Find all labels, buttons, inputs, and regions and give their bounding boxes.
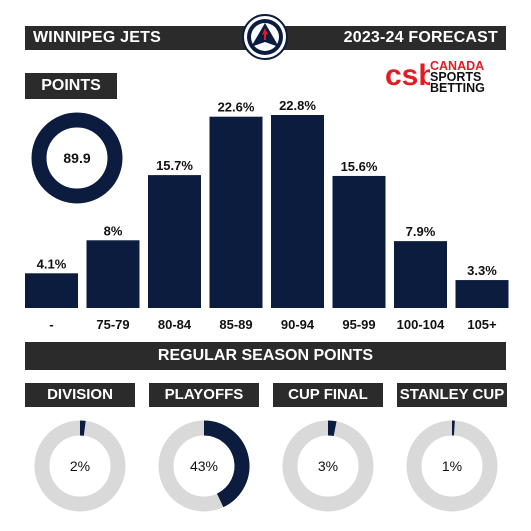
bar-2 bbox=[148, 175, 201, 308]
playoffs-ring-fill bbox=[203, 420, 250, 508]
category-label-4: 90-94 bbox=[281, 317, 315, 332]
bar-value-label-5: 15.6% bbox=[341, 159, 378, 174]
playoffs-label: PLAYOFFS bbox=[149, 383, 259, 407]
bar-value-label-6: 7.9% bbox=[406, 224, 436, 239]
division-donut: 2% bbox=[34, 420, 126, 512]
bar-value-label-4: 22.8% bbox=[279, 98, 316, 113]
category-label-5: 95-99 bbox=[342, 317, 375, 332]
category-label-6: 100-104 bbox=[397, 317, 445, 332]
projected-points-value: 89.9 bbox=[63, 150, 90, 166]
bar-value-label-2: 15.7% bbox=[156, 158, 193, 173]
brand-monogram-icon: csb bbox=[385, 59, 430, 92]
points-label: POINTS bbox=[25, 73, 117, 99]
stanley-cup-donut: 1% bbox=[406, 420, 498, 512]
bar-value-label-7: 3.3% bbox=[467, 263, 497, 278]
bar-3 bbox=[209, 116, 263, 308]
stanley-cup-label: STANLEY CUP bbox=[397, 383, 507, 407]
brand-line-2: SPORTS bbox=[430, 70, 482, 84]
brand-line-1: CANADA bbox=[430, 59, 485, 73]
division-label: DIVISION bbox=[25, 383, 135, 407]
cup-final-donut: 3% bbox=[282, 420, 374, 512]
winnipeg-jets-logo-icon bbox=[242, 14, 288, 60]
team-name: WINNIPEG JETS bbox=[33, 29, 161, 46]
brand-line-3: BETTING bbox=[430, 81, 485, 95]
projected-points-ring bbox=[31, 112, 123, 204]
bar-5 bbox=[332, 175, 386, 308]
brand-monogram: csb bbox=[385, 59, 430, 92]
bar-4 bbox=[271, 115, 324, 308]
category-label-2: 80-84 bbox=[158, 317, 192, 332]
bar-6 bbox=[394, 241, 447, 308]
playoffs-donut: 43% bbox=[158, 420, 250, 512]
x-axis-title: REGULAR SEASON POINTS bbox=[25, 342, 506, 370]
category-label-3: 85-89 bbox=[219, 317, 252, 332]
bar-1 bbox=[86, 240, 140, 308]
brand-logo: csb CANADA SPORTS BETTING bbox=[384, 57, 509, 95]
bar-0 bbox=[25, 273, 78, 308]
points-distribution-chart: 4.1% - 8% 75-79 15.7% 80-84 22.6% 85-89 22.8% 90-… bbox=[25, 98, 509, 332]
bar-value-label-1: 8% bbox=[104, 223, 123, 238]
projected-points-donut: 89.9 bbox=[31, 112, 123, 204]
category-label-1: 75-79 bbox=[96, 317, 129, 332]
playoffs-value: 43% bbox=[190, 458, 218, 474]
bar-value-label-3: 22.6% bbox=[218, 100, 255, 115]
category-label-0: - bbox=[49, 317, 53, 332]
category-label-7: 105+ bbox=[467, 317, 497, 332]
cup-final-label: CUP FINAL bbox=[273, 383, 383, 407]
cup-final-value: 3% bbox=[318, 458, 338, 474]
bar-value-label-0: 4.1% bbox=[37, 256, 67, 271]
stanley-cup-value: 1% bbox=[442, 458, 462, 474]
season-title: 2023-24 FORECAST bbox=[343, 29, 498, 46]
bar-7 bbox=[455, 280, 509, 308]
division-value: 2% bbox=[70, 458, 90, 474]
cup-final-ring-fill bbox=[327, 420, 337, 437]
